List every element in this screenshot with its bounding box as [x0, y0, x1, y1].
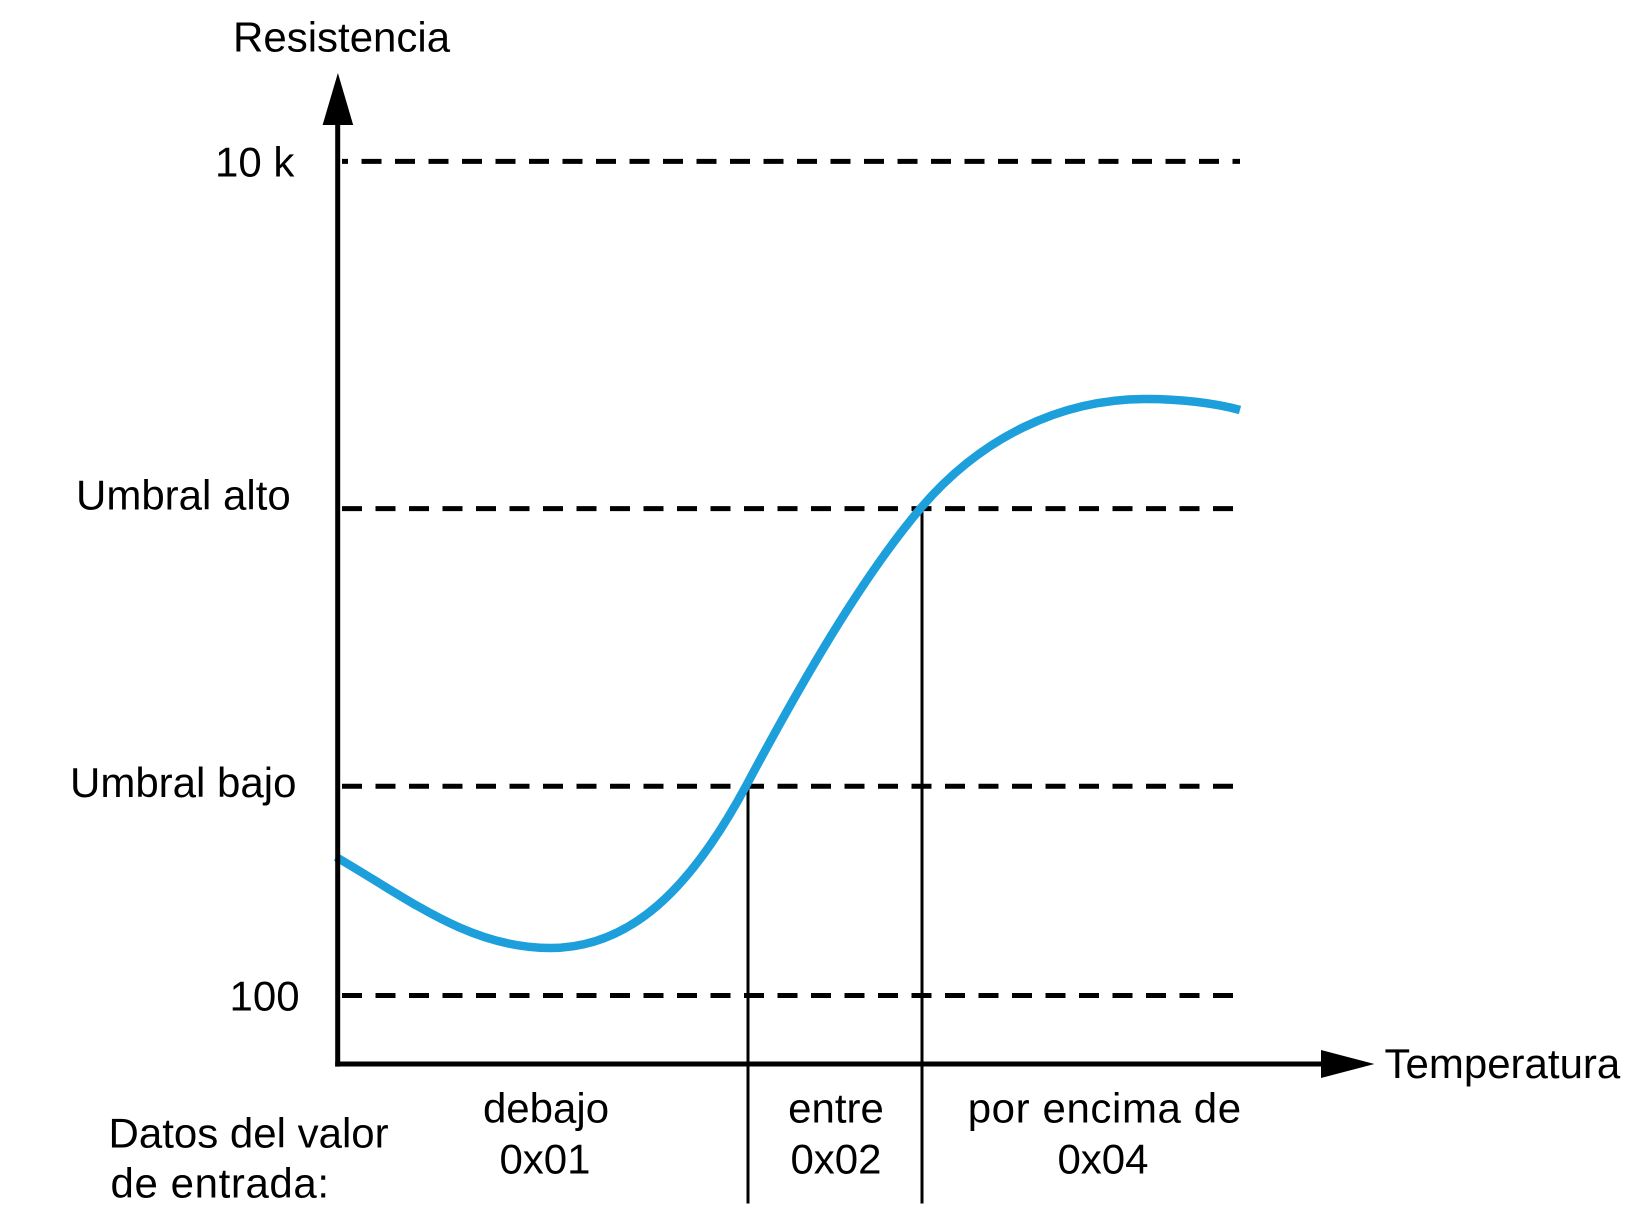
svg-text:Umbral bajo: Umbral bajo [70, 759, 296, 806]
svg-text:Umbral alto: Umbral alto [76, 472, 291, 519]
svg-text:100: 100 [230, 973, 300, 1020]
svg-text:de entrada:: de entrada: [111, 1160, 330, 1207]
svg-text:Resistencia: Resistencia [233, 14, 451, 61]
svg-text:entre: entre [788, 1085, 884, 1132]
svg-text:10 k: 10 k [215, 139, 295, 186]
svg-text:0x04: 0x04 [1057, 1136, 1148, 1183]
svg-text:0x01: 0x01 [499, 1136, 590, 1183]
svg-text:por encima de: por encima de [968, 1085, 1242, 1132]
svg-text:Temperatura: Temperatura [1385, 1040, 1621, 1087]
svg-text:Datos del valor: Datos del valor [109, 1110, 389, 1157]
svg-text:0x02: 0x02 [790, 1136, 881, 1183]
svg-text:debajo: debajo [483, 1085, 609, 1132]
